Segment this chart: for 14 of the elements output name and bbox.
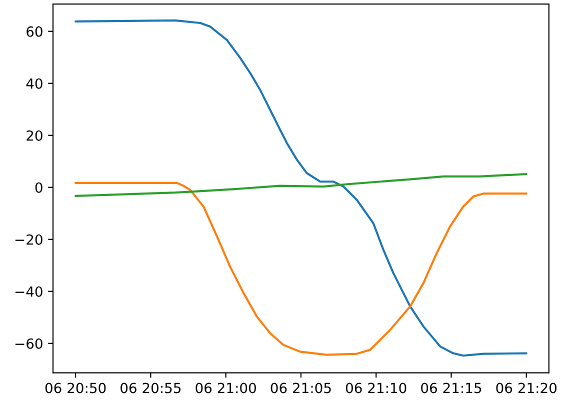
y-tick-label: −20 bbox=[15, 234, 42, 245]
x-tick-label: 06 20:50 bbox=[45, 382, 106, 394]
y-tick-label: 0 bbox=[35, 182, 42, 193]
y-tick-label: 20 bbox=[26, 130, 42, 141]
x-tick-label: 06 20:55 bbox=[120, 382, 181, 394]
x-tick-label: 06 21:00 bbox=[196, 382, 256, 394]
x-tick-label: 06 21:10 bbox=[346, 382, 406, 394]
x-tick-label: 06 21:15 bbox=[421, 382, 482, 394]
y-tick-label: −60 bbox=[15, 338, 42, 349]
x-tick-label: 06 21:20 bbox=[496, 382, 557, 394]
y-tick-label: 60 bbox=[26, 26, 42, 37]
x-tick-label: 06 21:05 bbox=[270, 382, 331, 394]
y-tick-label: −40 bbox=[15, 286, 42, 297]
y-tick-label: 40 bbox=[26, 78, 42, 89]
